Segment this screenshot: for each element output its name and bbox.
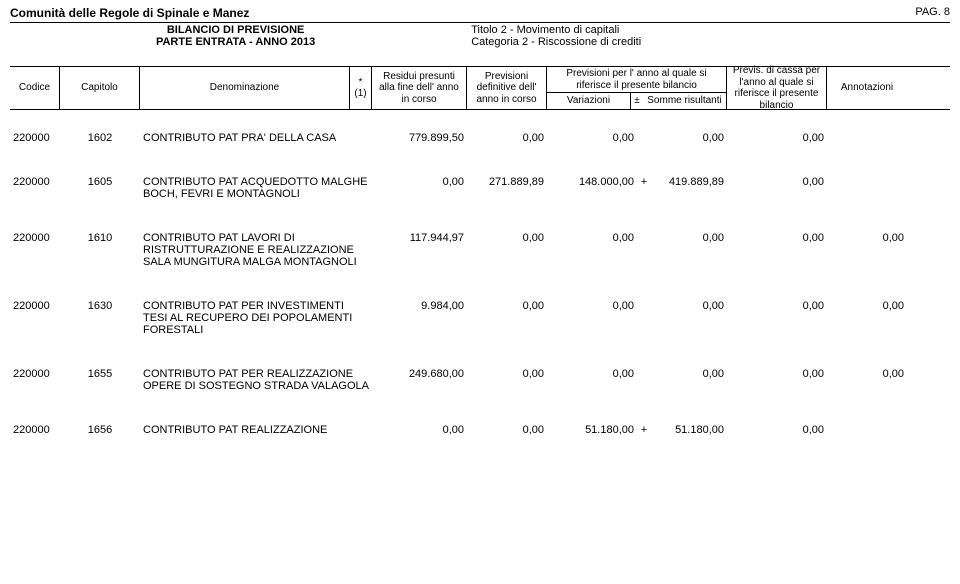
col-residui: Residui presunti alla fine dell' anno in… (372, 67, 467, 109)
subtitle-2: PARTE ENTRATA - ANNO 2013 (10, 36, 461, 48)
cell-plusminus (637, 132, 651, 144)
col-previsioni-definitive: Previsioni definitive dell' anno in cors… (467, 67, 547, 109)
cell-previs: 0,00 (727, 176, 827, 200)
cell-codice: 220000 (10, 132, 60, 144)
cell-codice: 220000 (10, 368, 60, 392)
cell-prevdef: 0,00 (467, 424, 547, 436)
cell-prevdef: 0,00 (467, 368, 547, 392)
cell-prevdef: 0,00 (467, 232, 547, 268)
cell-residui: 249.680,00 (372, 368, 467, 392)
categoria-line: Categoria 2 - Riscossione di crediti (471, 36, 950, 48)
cell-residui: 779.899,50 (372, 132, 467, 144)
cell-codice: 220000 (10, 424, 60, 436)
pag-num: 8 (944, 6, 950, 18)
table-row: 2200001605CONTRIBUTO PAT ACQUEDOTTO MALG… (10, 176, 950, 200)
col-denominazione: Denominazione (140, 67, 350, 109)
cell-denominazione: CONTRIBUTO PAT ACQUEDOTTO MALGHE BOCH, F… (140, 176, 372, 200)
col-star: * (1) (350, 67, 372, 109)
cell-prevdef: 0,00 (467, 300, 547, 336)
cell-somme: 51.180,00 (651, 424, 727, 436)
cell-codice: 220000 (10, 300, 60, 336)
table-row: 2200001610CONTRIBUTO PAT LAVORI DI RISTR… (10, 232, 950, 268)
cell-somme: 0,00 (651, 300, 727, 336)
titolo-line: Titolo 2 - Movimento di capitali (471, 24, 950, 36)
cell-annot: 0,00 (827, 368, 907, 392)
cell-denominazione: CONTRIBUTO PAT PER INVESTIMENTI TESI AL … (140, 300, 372, 336)
table-row: 2200001630CONTRIBUTO PAT PER INVESTIMENT… (10, 300, 950, 336)
cell-annot: 0,00 (827, 300, 907, 336)
table-row: 2200001656CONTRIBUTO PAT REALIZZAZIONE0,… (10, 424, 950, 436)
cell-capitolo: 1655 (60, 368, 140, 392)
col-capitolo: Capitolo (60, 67, 140, 109)
cell-plusminus: + (637, 424, 651, 436)
cell-denominazione: CONTRIBUTO PAT REALIZZAZIONE (140, 424, 372, 436)
cell-denominazione: CONTRIBUTO PAT PRA' DELLA CASA (140, 132, 372, 144)
cell-prevdef: 0,00 (467, 132, 547, 144)
cell-capitolo: 1602 (60, 132, 140, 144)
cell-previs: 0,00 (727, 300, 827, 336)
cell-denominazione: CONTRIBUTO PAT LAVORI DI RISTRUTTURAZION… (140, 232, 372, 268)
cell-capitolo: 1605 (60, 176, 140, 200)
cell-codice: 220000 (10, 232, 60, 268)
cell-variazioni: 0,00 (547, 232, 637, 268)
table-row: 2200001602CONTRIBUTO PAT PRA' DELLA CASA… (10, 132, 950, 144)
org-title: Comunità delle Regole di Spinale e Manez (10, 6, 249, 20)
cell-plusminus (637, 368, 651, 392)
cell-variazioni: 148.000,00 (547, 176, 637, 200)
cell-residui: 0,00 (372, 176, 467, 200)
col-somme: Somme risultanti (643, 93, 726, 109)
cell-plusminus (637, 300, 651, 336)
cell-residui: 117.944,97 (372, 232, 467, 268)
cell-previs: 0,00 (727, 232, 827, 268)
cell-previs: 0,00 (727, 368, 827, 392)
cell-somme: 0,00 (651, 232, 727, 268)
cell-codice: 220000 (10, 176, 60, 200)
pag-label: PAG. (915, 6, 940, 18)
cell-denominazione: CONTRIBUTO PAT PER REALIZZAZIONE OPERE D… (140, 368, 372, 392)
cell-capitolo: 1630 (60, 300, 140, 336)
cell-variazioni: 0,00 (547, 368, 637, 392)
cell-plusminus: + (637, 176, 651, 200)
cell-annot: 0,00 (827, 232, 907, 268)
cell-capitolo: 1656 (60, 424, 140, 436)
cell-variazioni: 51.180,00 (547, 424, 637, 436)
cell-somme: 0,00 (651, 132, 727, 144)
col-previsioni-anno: Previsioni per l' anno al quale si rifer… (547, 67, 727, 109)
cell-somme: 0,00 (651, 368, 727, 392)
header-left: BILANCIO DI PREVISIONE PARTE ENTRATA - A… (10, 24, 461, 48)
page-number: PAG. 8 (915, 6, 950, 20)
table-row: 2200001655CONTRIBUTO PAT PER REALIZZAZIO… (10, 368, 950, 392)
cell-somme: 419.889,89 (651, 176, 727, 200)
cell-residui: 0,00 (372, 424, 467, 436)
col-previs-cassa: Previs. di cassa per l'anno al quale si … (727, 67, 827, 109)
header-right: Titolo 2 - Movimento di capitali Categor… (461, 24, 950, 48)
cell-annot (827, 176, 907, 200)
column-header: Codice Capitolo Denominazione * (1) Resi… (10, 66, 950, 110)
cell-variazioni: 0,00 (547, 132, 637, 144)
cell-plusminus (637, 232, 651, 268)
cell-previs: 0,00 (727, 132, 827, 144)
cell-prevdef: 271.889,89 (467, 176, 547, 200)
cell-capitolo: 1610 (60, 232, 140, 268)
cell-previs: 0,00 (727, 424, 827, 436)
cell-residui: 9.984,00 (372, 300, 467, 336)
col-plusminus: ± (631, 93, 643, 109)
col-prevanno-top: Previsioni per l' anno al quale si rifer… (547, 67, 726, 93)
subtitle-1: BILANCIO DI PREVISIONE (10, 24, 461, 36)
cell-annot (827, 424, 907, 436)
col-codice: Codice (10, 67, 60, 109)
cell-variazioni: 0,00 (547, 300, 637, 336)
col-variazioni: Variazioni (547, 93, 631, 109)
col-annotazioni: Annotazioni (827, 67, 907, 109)
cell-annot (827, 132, 907, 144)
